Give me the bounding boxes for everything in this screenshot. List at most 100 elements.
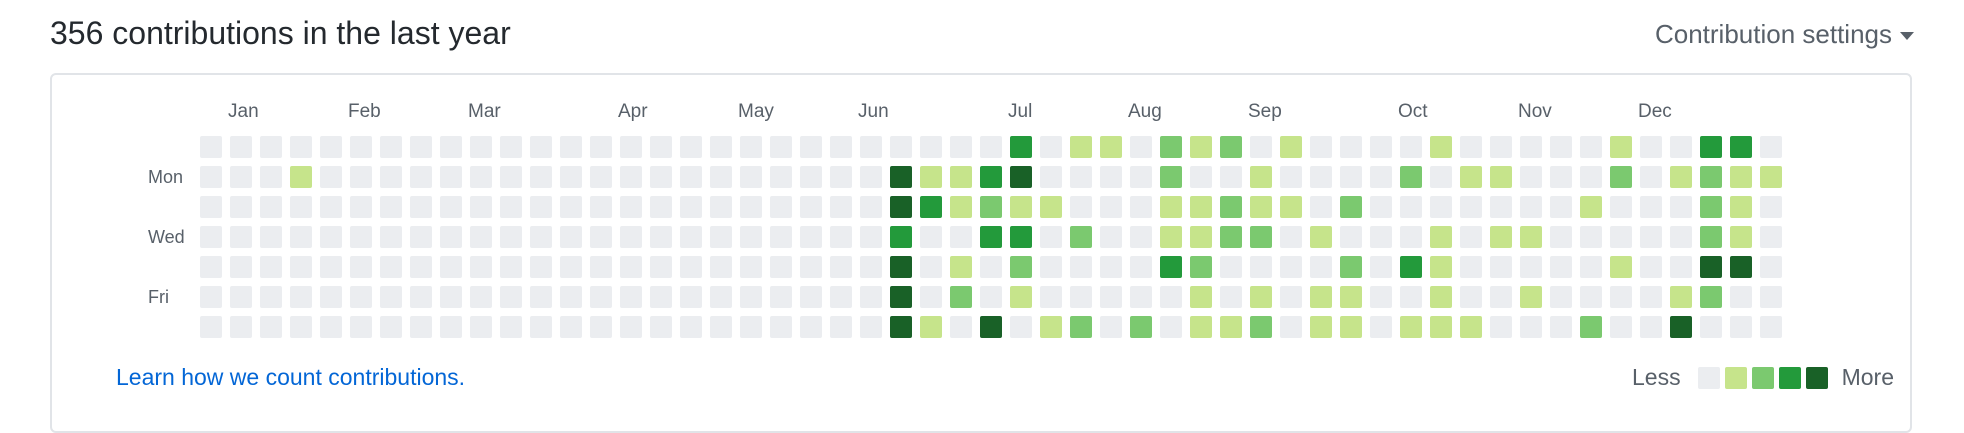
contribution-day-cell[interactable] [1100,166,1122,188]
contribution-day-cell[interactable] [1370,256,1392,278]
contribution-day-cell[interactable] [680,256,702,278]
contribution-day-cell[interactable] [1370,196,1392,218]
contribution-day-cell[interactable] [650,256,672,278]
contribution-day-cell[interactable] [440,256,462,278]
contribution-day-cell[interactable] [470,226,492,248]
contribution-day-cell[interactable] [440,316,462,338]
contribution-day-cell[interactable] [1160,196,1182,218]
contribution-day-cell[interactable] [620,286,642,308]
contribution-day-cell[interactable] [290,166,312,188]
contribution-day-cell[interactable] [1250,226,1272,248]
contribution-day-cell[interactable] [1040,196,1062,218]
contribution-day-cell[interactable] [1430,256,1452,278]
contribution-day-cell[interactable] [470,286,492,308]
contribution-day-cell[interactable] [1730,196,1752,218]
contribution-day-cell[interactable] [1640,166,1662,188]
contribution-day-cell[interactable] [1370,316,1392,338]
contribution-day-cell[interactable] [200,166,222,188]
contribution-day-cell[interactable] [200,226,222,248]
contribution-day-cell[interactable] [1730,286,1752,308]
contribution-day-cell[interactable] [1190,286,1212,308]
contribution-day-cell[interactable] [860,166,882,188]
contribution-day-cell[interactable] [1340,166,1362,188]
contribution-day-cell[interactable] [1250,136,1272,158]
contribution-day-cell[interactable] [1280,166,1302,188]
contribution-day-cell[interactable] [1340,196,1362,218]
contribution-day-cell[interactable] [650,226,672,248]
contribution-day-cell[interactable] [1010,226,1032,248]
contribution-day-cell[interactable] [1220,196,1242,218]
contribution-day-cell[interactable] [1760,226,1782,248]
contribution-day-cell[interactable] [650,196,672,218]
contribution-day-cell[interactable] [740,166,762,188]
contribution-day-cell[interactable] [1490,226,1512,248]
contribution-day-cell[interactable] [740,286,762,308]
contribution-day-cell[interactable] [350,196,372,218]
contribution-day-cell[interactable] [770,136,792,158]
contribution-day-cell[interactable] [440,196,462,218]
contribution-day-cell[interactable] [1160,256,1182,278]
contribution-day-cell[interactable] [1580,286,1602,308]
contribution-day-cell[interactable] [1460,136,1482,158]
contribution-day-cell[interactable] [230,316,252,338]
contribution-day-cell[interactable] [1280,226,1302,248]
contribution-day-cell[interactable] [980,196,1002,218]
contribution-day-cell[interactable] [1580,166,1602,188]
contribution-day-cell[interactable] [1190,196,1212,218]
contribution-day-cell[interactable] [260,136,282,158]
contribution-day-cell[interactable] [920,226,942,248]
contribution-day-cell[interactable] [1460,256,1482,278]
contribution-day-cell[interactable] [680,196,702,218]
contribution-day-cell[interactable] [860,226,882,248]
contribution-day-cell[interactable] [560,316,582,338]
contribution-day-cell[interactable] [830,196,852,218]
contribution-day-cell[interactable] [590,316,612,338]
contribution-day-cell[interactable] [1460,196,1482,218]
contribution-day-cell[interactable] [1580,136,1602,158]
contribution-day-cell[interactable] [590,166,612,188]
contribution-day-cell[interactable] [290,256,312,278]
contribution-day-cell[interactable] [1580,256,1602,278]
contribution-day-cell[interactable] [1280,136,1302,158]
contribution-day-cell[interactable] [590,256,612,278]
contribution-day-cell[interactable] [200,316,222,338]
contribution-day-cell[interactable] [500,316,522,338]
contribution-day-cell[interactable] [1460,316,1482,338]
contribution-day-cell[interactable] [1670,196,1692,218]
contribution-day-cell[interactable] [1550,196,1572,218]
contribution-day-cell[interactable] [1280,256,1302,278]
contribution-day-cell[interactable] [830,166,852,188]
contribution-day-cell[interactable] [260,166,282,188]
contribution-day-cell[interactable] [590,286,612,308]
contribution-day-cell[interactable] [680,136,702,158]
contribution-day-cell[interactable] [1640,256,1662,278]
contribution-day-cell[interactable] [980,316,1002,338]
contribution-day-cell[interactable] [1190,316,1212,338]
contribution-day-cell[interactable] [1040,316,1062,338]
contribution-day-cell[interactable] [560,286,582,308]
contribution-day-cell[interactable] [830,136,852,158]
contribution-day-cell[interactable] [530,226,552,248]
contribution-day-cell[interactable] [1130,136,1152,158]
contribution-day-cell[interactable] [230,256,252,278]
contribution-day-cell[interactable] [1670,166,1692,188]
contribution-day-cell[interactable] [770,196,792,218]
contribution-day-cell[interactable] [1640,136,1662,158]
contribution-day-cell[interactable] [680,166,702,188]
contribution-day-cell[interactable] [770,286,792,308]
contribution-day-cell[interactable] [530,196,552,218]
contribution-day-cell[interactable] [200,136,222,158]
contribution-day-cell[interactable] [1070,226,1092,248]
contribution-day-cell[interactable] [890,286,912,308]
contribution-day-cell[interactable] [740,136,762,158]
contribution-day-cell[interactable] [1550,166,1572,188]
contribution-day-cell[interactable] [410,166,432,188]
contribution-day-cell[interactable] [1640,226,1662,248]
contribution-day-cell[interactable] [410,256,432,278]
learn-contributions-link[interactable]: Learn how we count contributions. [116,364,466,390]
contribution-day-cell[interactable] [950,226,972,248]
contribution-day-cell[interactable] [1310,196,1332,218]
contribution-day-cell[interactable] [1490,256,1512,278]
contribution-day-cell[interactable] [1580,316,1602,338]
contribution-day-cell[interactable] [260,316,282,338]
